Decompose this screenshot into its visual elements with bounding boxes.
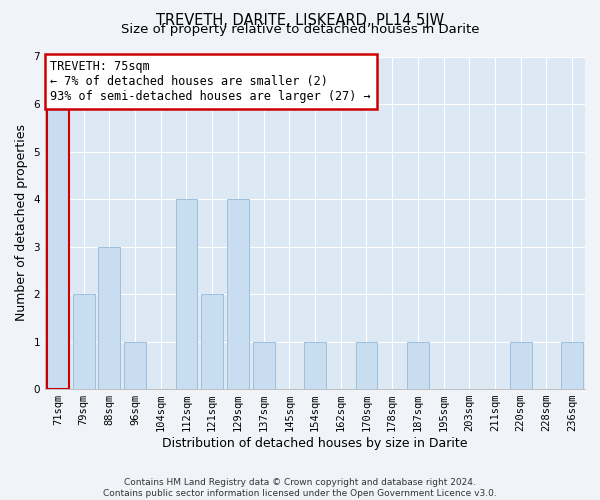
Bar (47, 104, 69, 389)
X-axis label: Distribution of detached houses by size in Darite: Distribution of detached houses by size … (162, 437, 468, 450)
Bar (253, 342, 275, 389)
Bar (73, 294, 95, 389)
Bar (124, 342, 146, 389)
Bar (407, 342, 429, 389)
Bar (98, 246, 120, 389)
Text: TREVETH: 75sqm
← 7% of detached houses are smaller (2)
93% of semi-detached hous: TREVETH: 75sqm ← 7% of detached houses a… (50, 60, 371, 103)
Bar (510, 342, 532, 389)
Bar (561, 342, 583, 389)
Bar (356, 342, 377, 389)
Bar (176, 199, 197, 389)
Bar (201, 294, 223, 389)
Text: TREVETH, DARITE, LISKEARD, PL14 5JW: TREVETH, DARITE, LISKEARD, PL14 5JW (156, 12, 444, 28)
Bar (304, 342, 326, 389)
Text: Size of property relative to detached houses in Darite: Size of property relative to detached ho… (121, 22, 479, 36)
Bar (227, 199, 249, 389)
Y-axis label: Number of detached properties: Number of detached properties (15, 124, 28, 322)
Text: Contains HM Land Registry data © Crown copyright and database right 2024.
Contai: Contains HM Land Registry data © Crown c… (103, 478, 497, 498)
